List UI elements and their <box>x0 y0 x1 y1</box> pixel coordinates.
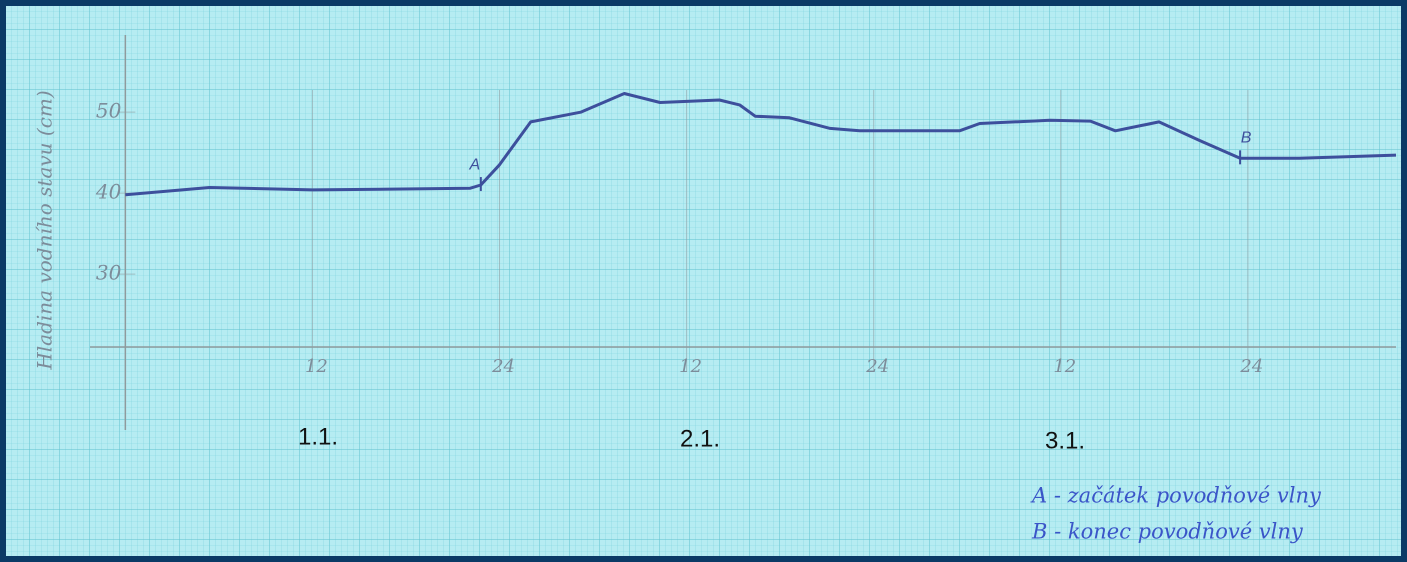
day-label: 3.1. <box>1045 427 1085 454</box>
x-tick-label: 24 <box>865 356 889 377</box>
x-tick-label: 24 <box>491 356 515 377</box>
chart: Hladina vodního stavu (cm) 12 24 12 24 12 24 3… <box>0 0 1407 562</box>
x-tick-label: 12 <box>1053 356 1076 377</box>
paper-coarse-grid <box>6 6 1401 556</box>
annotation-label: B <box>1241 130 1252 147</box>
x-tick-label: 12 <box>305 356 328 377</box>
y-axis-label: Hladina vodního stavu (cm) <box>33 90 57 370</box>
note: B - konec povodňové vlny <box>1031 520 1304 544</box>
day-label: 2.1. <box>680 425 720 452</box>
annotation-label: A <box>468 156 480 173</box>
note: A - začátek povodňové vlny <box>1030 484 1322 508</box>
y-tick-label: 30 <box>96 261 122 285</box>
y-tick-label: 40 <box>95 180 122 204</box>
y-tick-label: 50 <box>96 99 122 123</box>
x-tick-label: 12 <box>679 356 702 377</box>
day-label: 1.1. <box>298 423 338 450</box>
x-tick-label: 24 <box>1239 356 1263 377</box>
